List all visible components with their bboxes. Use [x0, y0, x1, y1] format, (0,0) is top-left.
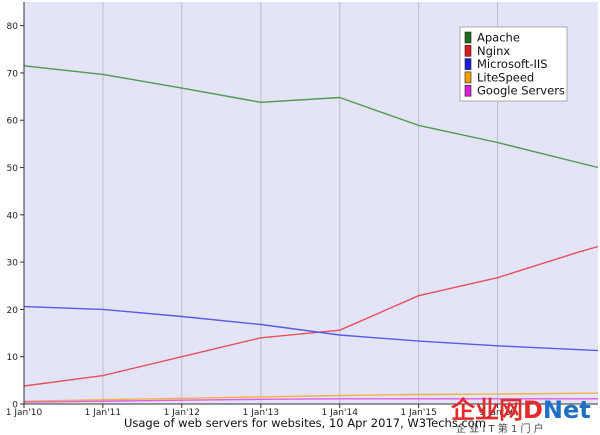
legend-label-apache: Apache [477, 31, 520, 45]
legend-swatch-google-servers [464, 84, 472, 97]
legend-swatch-nginx [464, 44, 472, 57]
series-lines [23, 65, 599, 403]
series-line-apache [23, 65, 599, 169]
y-tick-label: 50 [7, 164, 19, 174]
x-tick-label: 1 Jan'12 [164, 408, 200, 418]
x-tick-label: 1 Jan'15 [400, 408, 436, 418]
series-line-nginx [23, 245, 599, 387]
legend-label-nginx: Nginx [477, 44, 510, 58]
axes: 1 Jan'10 1 Jan'11 1 Jan'12 1 Jan'13 1 Jan'14… [6, 2, 598, 418]
watermark-logo: 企业网DNet 企 业 I T 第 1 门 户 [451, 396, 591, 435]
legend-label-google-servers: Google Servers [477, 84, 565, 98]
legend-swatch-microsoft-iis [464, 58, 472, 70]
y-tick-label: 70 [7, 69, 19, 79]
y-tick-label: 20 [7, 306, 19, 316]
x-tick-label: 1 Jan'11 [85, 408, 121, 418]
chart-caption: Usage of web servers for websites, 10 Ap… [124, 416, 486, 430]
y-tick-label: 40 [7, 211, 19, 221]
x-tick-label: 1 Jan'10 [6, 408, 43, 418]
y-tick-label: 0 [12, 401, 18, 411]
series-line-litespeed [23, 392, 599, 402]
x-tick-label: 1 Jan'14 [322, 408, 359, 418]
x-tick-label: 1 Jan'13 [243, 408, 279, 418]
y-tick-label: 80 [7, 22, 19, 32]
y-tick-label: 60 [7, 117, 19, 127]
watermark-text-left: 企业网 [451, 396, 523, 424]
legend-swatch-apache [464, 31, 472, 44]
series-line-google-servers [23, 398, 598, 403]
watermark-text-right: D [523, 396, 543, 424]
y-tick-label: 10 [7, 353, 19, 363]
y-tick-label: 30 [7, 259, 19, 269]
legend-label-litespeed: LiteSpeed [477, 70, 534, 84]
watermark-text: 企业网DNet [451, 396, 591, 424]
series-line-microsoft-iis [23, 305, 599, 352]
legend-swatch-litespeed [464, 71, 472, 84]
legend: ApacheNginxMicrosoft-IISLiteSpeedGoogle … [459, 26, 568, 102]
x-tick-label: 1 Jan'16 [479, 408, 516, 418]
legend-box [459, 26, 568, 102]
watermark-text-tail: Net [543, 396, 591, 424]
legend-label-microsoft-iis: Microsoft-IIS [477, 57, 548, 71]
watermark-subtitle: 企 业 I T 第 1 门 户 [456, 422, 544, 435]
